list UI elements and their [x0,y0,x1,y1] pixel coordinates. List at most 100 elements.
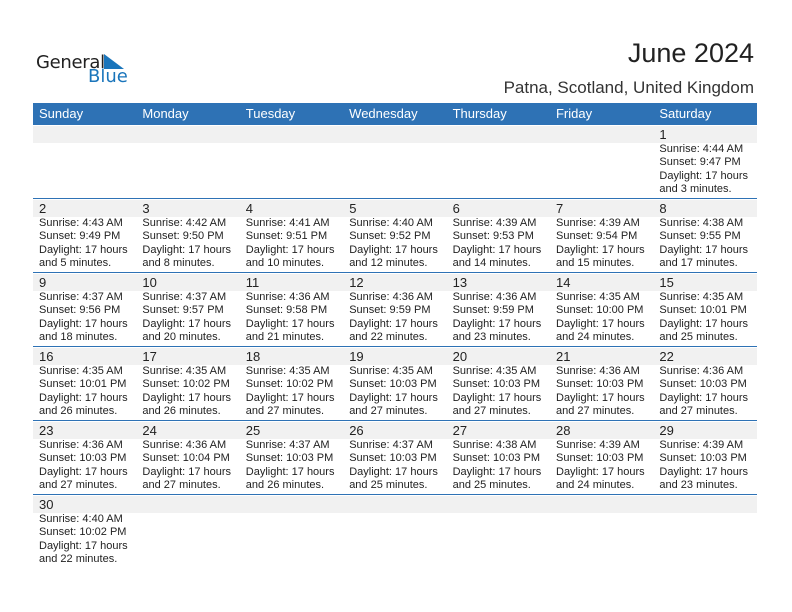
day-number-band [33,348,757,365]
daylight-minutes-text: and 27 minutes. [245,405,325,418]
weekday-monday: Monday [142,106,189,121]
week-row: 16 Sunrise: 4:35 AM Sunset: 10:01 PM Daylig… [33,347,757,421]
sunset-text: Sunset: 9:51 PM [245,230,328,243]
sunset-text: Sunset: 9:55 PM [659,230,741,243]
day-number: 24 [142,423,157,438]
sunrise-text: Sunrise: 4:35 AM [659,291,744,303]
sunrise-text: Sunrise: 4:37 AM [39,291,123,303]
day-number: 8 [659,201,667,216]
sunset-text: Sunset: 10:03 PM [452,452,541,465]
sunrise-text: Sunrise: 4:35 AM [556,291,640,303]
daylight-minutes-text: and 27 minutes. [556,405,635,418]
daylight-text: Daylight: 17 hours [39,465,128,478]
daylight-minutes-text: and 20 minutes. [142,331,221,344]
daylight-minutes-text: and 18 minutes. [39,331,118,344]
daylight-text: Daylight: 17 hours [349,243,438,256]
daylight-minutes-text: and 26 minutes. [142,405,221,418]
daylight-text: Daylight: 17 hours [39,539,128,552]
sunrise-text: Sunrise: 4:36 AM [349,291,433,303]
day-cell: 12 Sunrise: 4:36 AM Sunset: 9:59 PM Dayligh… [343,274,446,345]
sunset-text: Sunset: 10:03 PM [659,378,747,391]
daylight-minutes-text: and 24 minutes. [556,479,635,492]
day-cell: 7 Sunrise: 4:39 AM Sunset: 9:54 PM Daylight… [550,200,653,271]
day-number: 23 [39,423,54,438]
day-number: 26 [349,423,364,438]
day-number: 13 [452,275,468,290]
daylight-text: Daylight: 17 hours [659,169,749,182]
weekday-tuesday: Tuesday [245,106,296,121]
daylight-minutes-text: and 10 minutes. [245,257,325,270]
daylight-text: Daylight: 17 hours [556,391,645,404]
day-cell: 14 Sunrise: 4:35 AM Sunset: 10:00 PM Daylig… [550,274,653,345]
sunrise-text: Sunrise: 4:42 AM [142,217,227,229]
sunrise-text: Sunrise: 4:39 AM [452,217,537,229]
day-number: 14 [556,275,571,290]
daylight-minutes-text: and 27 minutes. [142,479,221,492]
daylight-minutes-text: and 22 minutes. [349,331,428,344]
sunrise-text: Sunrise: 4:41 AM [245,217,330,229]
calendar-grid: Sunday Monday Tuesday Wednesday Thursday Frid… [33,103,757,568]
sunrise-text: Sunrise: 4:36 AM [39,439,123,451]
logo-general-text: General [36,52,105,73]
daylight-text: Daylight: 17 hours [556,465,645,478]
day-cell: 8 Sunrise: 4:38 AM Sunset: 9:55 PM Daylight… [653,200,756,271]
weekday-friday: Friday [555,106,593,121]
sunrise-text: Sunrise: 4:35 AM [39,365,123,377]
daylight-text: Daylight: 17 hours [39,317,128,330]
sunset-text: Sunset: 10:03 PM [659,452,747,465]
daylight-minutes-text: and 26 minutes. [245,479,325,492]
calendar-weeks: 1 Sunrise: 4:44 AM Sunset: 9:47 PM Daylight… [33,125,757,568]
sunrise-text: Sunrise: 4:39 AM [556,217,640,229]
day-cell: 26 Sunrise: 4:37 AM Sunset: 10:03 PM Daylig… [343,422,446,493]
sunset-text: Sunset: 9:52 PM [349,230,431,243]
day-number: 12 [349,275,364,290]
sunset-text: Sunset: 10:03 PM [349,452,437,465]
day-number-band [33,126,757,143]
day-cell: 30 Sunrise: 4:40 AM Sunset: 10:02 PM Daylig… [33,496,136,567]
sunset-text: Sunset: 10:03 PM [349,378,437,391]
day-number: 19 [349,349,364,364]
page-title: June 2024 [627,38,754,68]
weekday-thursday: Thursday [452,106,507,121]
day-number: 22 [659,349,674,364]
day-number: 11 [245,275,260,290]
daylight-text: Daylight: 17 hours [39,243,128,256]
sunrise-text: Sunrise: 4:36 AM [659,365,744,377]
day-cell: 25 Sunrise: 4:37 AM Sunset: 10:03 PM Daylig… [240,422,343,493]
day-number: 21 [556,349,571,364]
sunrise-text: Sunrise: 4:43 AM [39,217,123,229]
day-cell: 24 Sunrise: 4:36 AM Sunset: 10:04 PM Daylig… [136,422,239,493]
sunset-text: Sunset: 9:59 PM [349,304,431,317]
sunrise-text: Sunrise: 4:35 AM [245,365,330,377]
sunrise-text: Sunrise: 4:37 AM [245,439,330,451]
daylight-text: Daylight: 17 hours [245,391,335,404]
sunrise-text: Sunrise: 4:40 AM [349,217,433,229]
daylight-text: Daylight: 17 hours [659,317,749,330]
day-number: 7 [556,201,564,216]
daylight-minutes-text: and 26 minutes. [39,405,118,418]
day-number: 17 [142,349,157,364]
daylight-minutes-text: and 3 minutes. [659,183,732,196]
daylight-text: Daylight: 17 hours [452,465,542,478]
sunset-text: Sunset: 10:03 PM [452,378,541,391]
day-number: 16 [39,349,54,364]
week-row: 30 Sunrise: 4:40 AM Sunset: 10:02 PM Daylig… [33,495,757,568]
weekday-saturday: Saturday [659,106,712,121]
daylight-text: Daylight: 17 hours [142,391,232,404]
daylight-text: Daylight: 17 hours [659,243,749,256]
sunrise-text: Sunrise: 4:35 AM [142,365,227,377]
daylight-text: Daylight: 17 hours [245,465,335,478]
daylight-text: Daylight: 17 hours [452,317,542,330]
daylight-minutes-text: and 27 minutes. [39,479,118,492]
daylight-text: Daylight: 17 hours [349,317,438,330]
day-cell: 4 Sunrise: 4:41 AM Sunset: 9:51 PM Daylight… [240,200,343,271]
day-number: 5 [349,201,357,216]
daylight-text: Daylight: 17 hours [349,391,438,404]
day-cell: 27 Sunrise: 4:38 AM Sunset: 10:03 PM Daylig… [447,422,550,493]
daylight-minutes-text: and 25 minutes. [452,479,531,492]
sunrise-text: Sunrise: 4:35 AM [349,365,433,377]
day-number: 3 [142,201,150,216]
sunset-text: Sunset: 10:03 PM [39,452,127,465]
day-cell: 20 Sunrise: 4:35 AM Sunset: 10:03 PM Daylig… [447,348,550,419]
